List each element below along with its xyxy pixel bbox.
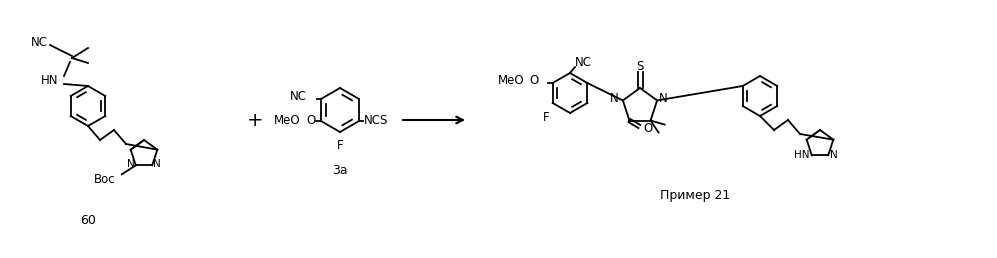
Text: O: O (307, 115, 316, 127)
Text: N: N (659, 92, 668, 105)
Text: NC: NC (31, 36, 48, 50)
Text: F: F (543, 111, 550, 124)
Text: NC: NC (575, 57, 592, 69)
Text: 60: 60 (80, 214, 96, 227)
Text: MeO: MeO (274, 115, 301, 127)
Text: N: N (154, 159, 161, 169)
Text: O: O (643, 122, 653, 135)
Text: N: N (127, 159, 135, 169)
Text: MeO: MeO (498, 75, 524, 87)
Text: Boc: Boc (94, 173, 116, 186)
Text: F: F (337, 139, 343, 152)
Text: Пример 21: Пример 21 (660, 189, 730, 203)
Text: HN: HN (41, 74, 58, 86)
Text: NC: NC (290, 90, 307, 102)
Text: HN: HN (795, 150, 810, 160)
Text: NCS: NCS (364, 115, 389, 127)
Text: 3a: 3a (332, 164, 348, 176)
Text: +: + (246, 110, 263, 130)
Text: N: N (610, 92, 619, 105)
Text: O: O (529, 75, 538, 87)
Text: N: N (831, 150, 838, 160)
Text: S: S (636, 60, 644, 72)
